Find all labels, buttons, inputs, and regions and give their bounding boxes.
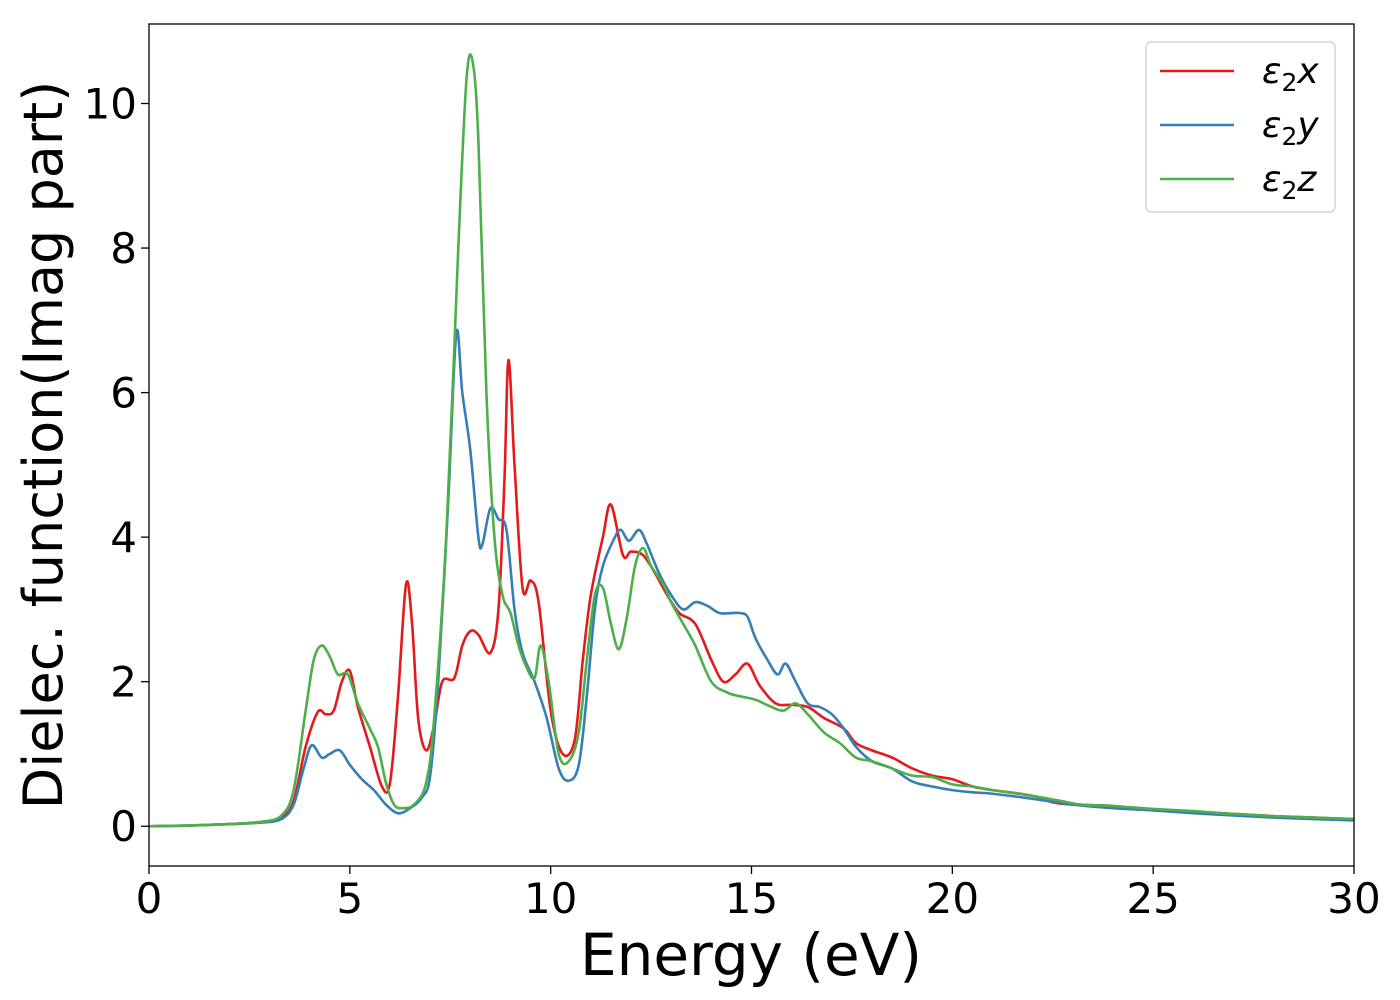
y-tick-label: 6 [110,369,137,418]
x-tick-label: 5 [336,874,363,923]
x-tick-label: 20 [926,874,979,923]
series-line-z [149,53,1354,828]
x-tick-label: 15 [725,874,778,923]
legend: ε2x ε2y ε2z [1145,41,1336,213]
series-line-x [149,358,1354,828]
x-tick-label: 25 [1126,874,1179,923]
legend-label-y: ε2y [1262,105,1319,151]
legend-label-z: ε2z [1262,159,1317,205]
series-line-y [149,328,1354,828]
y-tick-label: 0 [110,802,137,851]
y-tick-label: 8 [110,224,137,273]
y-tick-label: 4 [110,513,137,562]
x-axis-ticks: 0 5 10 15 20 25 30 [136,866,1381,923]
series-layer [149,53,1354,828]
y-axis-title: Dielec. function(Imag part) [12,81,75,810]
legend-box [1145,41,1336,213]
x-tick-label: 30 [1327,874,1380,923]
y-axis-ticks: 0 2 4 6 8 10 [84,80,149,851]
x-tick-label: 10 [524,874,577,923]
legend-label-x: ε2x [1262,51,1319,97]
y-tick-label: 10 [84,80,137,129]
x-tick-label: 0 [136,874,163,923]
x-axis-title: Energy (eV) [580,921,922,989]
y-tick-label: 2 [110,658,137,707]
